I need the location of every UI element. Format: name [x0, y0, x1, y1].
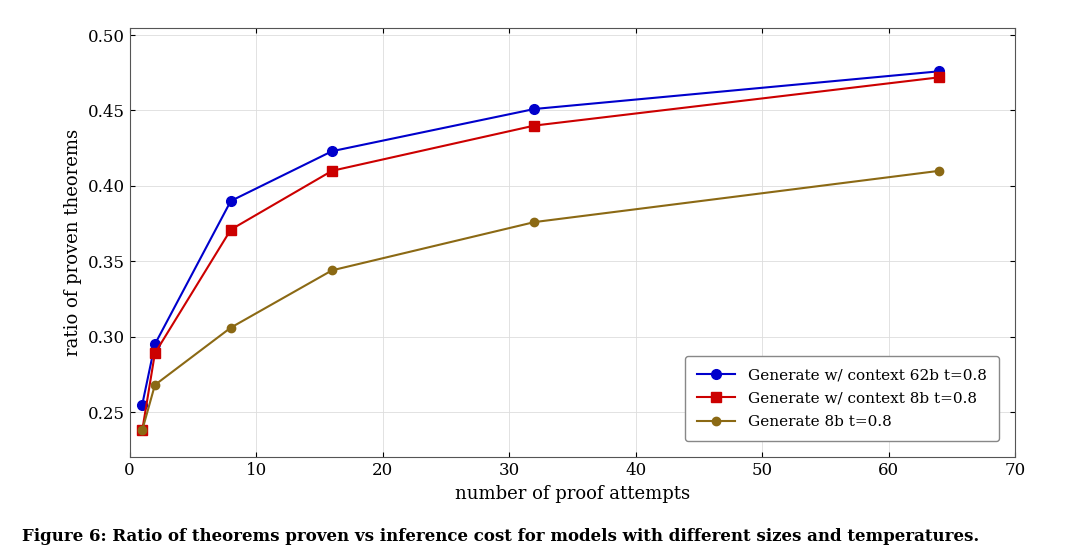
Generate w/ context 62b t=0.8 — [325, 148, 338, 154]
Generate w/ context 8b t=0.8 — [325, 168, 338, 174]
Y-axis label: ratio of proven theorems: ratio of proven theorems — [64, 129, 82, 356]
Generate w/ context 62b t=0.8 — [225, 198, 238, 204]
Generate w/ context 62b t=0.8 — [528, 106, 541, 112]
Generate w/ context 8b t=0.8 — [225, 226, 238, 233]
Text: Figure 6: Ratio of theorems proven vs inference cost for models with different s: Figure 6: Ratio of theorems proven vs in… — [22, 528, 978, 545]
Generate w/ context 8b t=0.8 — [148, 350, 161, 356]
Generate 8b t=0.8 — [225, 325, 238, 331]
Generate 8b t=0.8 — [528, 219, 541, 225]
Line: Generate 8b t=0.8: Generate 8b t=0.8 — [138, 166, 944, 434]
Generate w/ context 8b t=0.8 — [933, 74, 946, 80]
Legend: Generate w/ context 62b t=0.8, Generate w/ context 8b t=0.8, Generate 8b t=0.8: Generate w/ context 62b t=0.8, Generate … — [685, 356, 999, 441]
Generate 8b t=0.8 — [325, 267, 338, 274]
Generate w/ context 8b t=0.8 — [136, 427, 149, 434]
Generate w/ context 62b t=0.8 — [148, 341, 161, 348]
Generate 8b t=0.8 — [136, 427, 149, 434]
Line: Generate w/ context 62b t=0.8: Generate w/ context 62b t=0.8 — [137, 67, 944, 409]
X-axis label: number of proof attempts: number of proof attempts — [455, 485, 690, 503]
Line: Generate w/ context 8b t=0.8: Generate w/ context 8b t=0.8 — [137, 72, 944, 435]
Generate 8b t=0.8 — [933, 168, 946, 174]
Generate w/ context 62b t=0.8 — [933, 68, 946, 74]
Generate 8b t=0.8 — [148, 382, 161, 388]
Generate w/ context 62b t=0.8 — [136, 401, 149, 408]
Generate w/ context 8b t=0.8 — [528, 122, 541, 129]
